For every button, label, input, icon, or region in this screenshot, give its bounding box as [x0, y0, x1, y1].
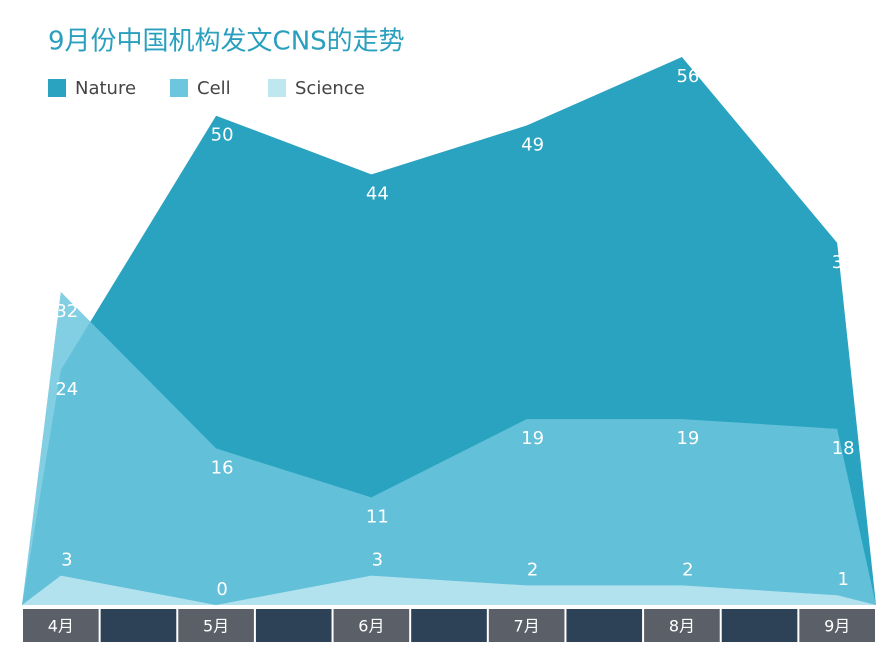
chart-title: 9月份中国机构发文CNS的走势 — [48, 27, 405, 57]
area — [22, 291, 876, 605]
value-label: 37 — [832, 252, 855, 273]
axis-cell — [23, 609, 99, 642]
axis-cell — [100, 609, 177, 642]
value-label: 49 — [521, 135, 544, 156]
x-tick-label: 7月 — [514, 617, 540, 636]
axis-cell — [178, 609, 254, 642]
legend-label: Cell — [197, 78, 231, 99]
axis-cell — [333, 609, 410, 642]
axis-cell — [644, 609, 720, 642]
x-tick-label: 6月 — [358, 617, 384, 636]
value-label: 0 — [216, 579, 227, 600]
value-label: 16 — [211, 457, 234, 478]
axis-cell — [799, 609, 875, 642]
value-label: 18 — [832, 438, 855, 459]
x-tick-label: 5月 — [203, 617, 229, 636]
value-label: 44 — [366, 183, 389, 204]
legend-label: Nature — [75, 78, 136, 99]
x-tick-label: 4月 — [48, 617, 74, 636]
value-label: 3 — [372, 550, 383, 571]
legend-swatch — [170, 79, 188, 97]
value-label: 32 — [55, 301, 78, 322]
axis-cell — [255, 609, 332, 642]
x-tick-label: 8月 — [669, 617, 695, 636]
legend-label: Science — [295, 78, 365, 99]
value-label: 3 — [61, 550, 72, 571]
value-label: 50 — [211, 125, 234, 146]
axis-cell — [411, 609, 487, 642]
axis-cell — [488, 609, 565, 642]
value-label: 1 — [837, 569, 848, 590]
axis-cell — [721, 609, 798, 642]
value-label: 24 — [55, 379, 78, 400]
area — [22, 575, 876, 605]
axis-cell — [566, 609, 643, 642]
value-label: 19 — [521, 428, 544, 449]
value-label: 2 — [682, 559, 693, 580]
legend-swatch — [48, 79, 66, 97]
value-label: 11 — [366, 506, 389, 527]
value-label: 56 — [676, 66, 699, 87]
value-label: 2 — [527, 559, 538, 580]
legend-swatch — [268, 79, 286, 97]
value-label: 19 — [676, 428, 699, 449]
x-tick-label: 9月 — [824, 617, 850, 636]
